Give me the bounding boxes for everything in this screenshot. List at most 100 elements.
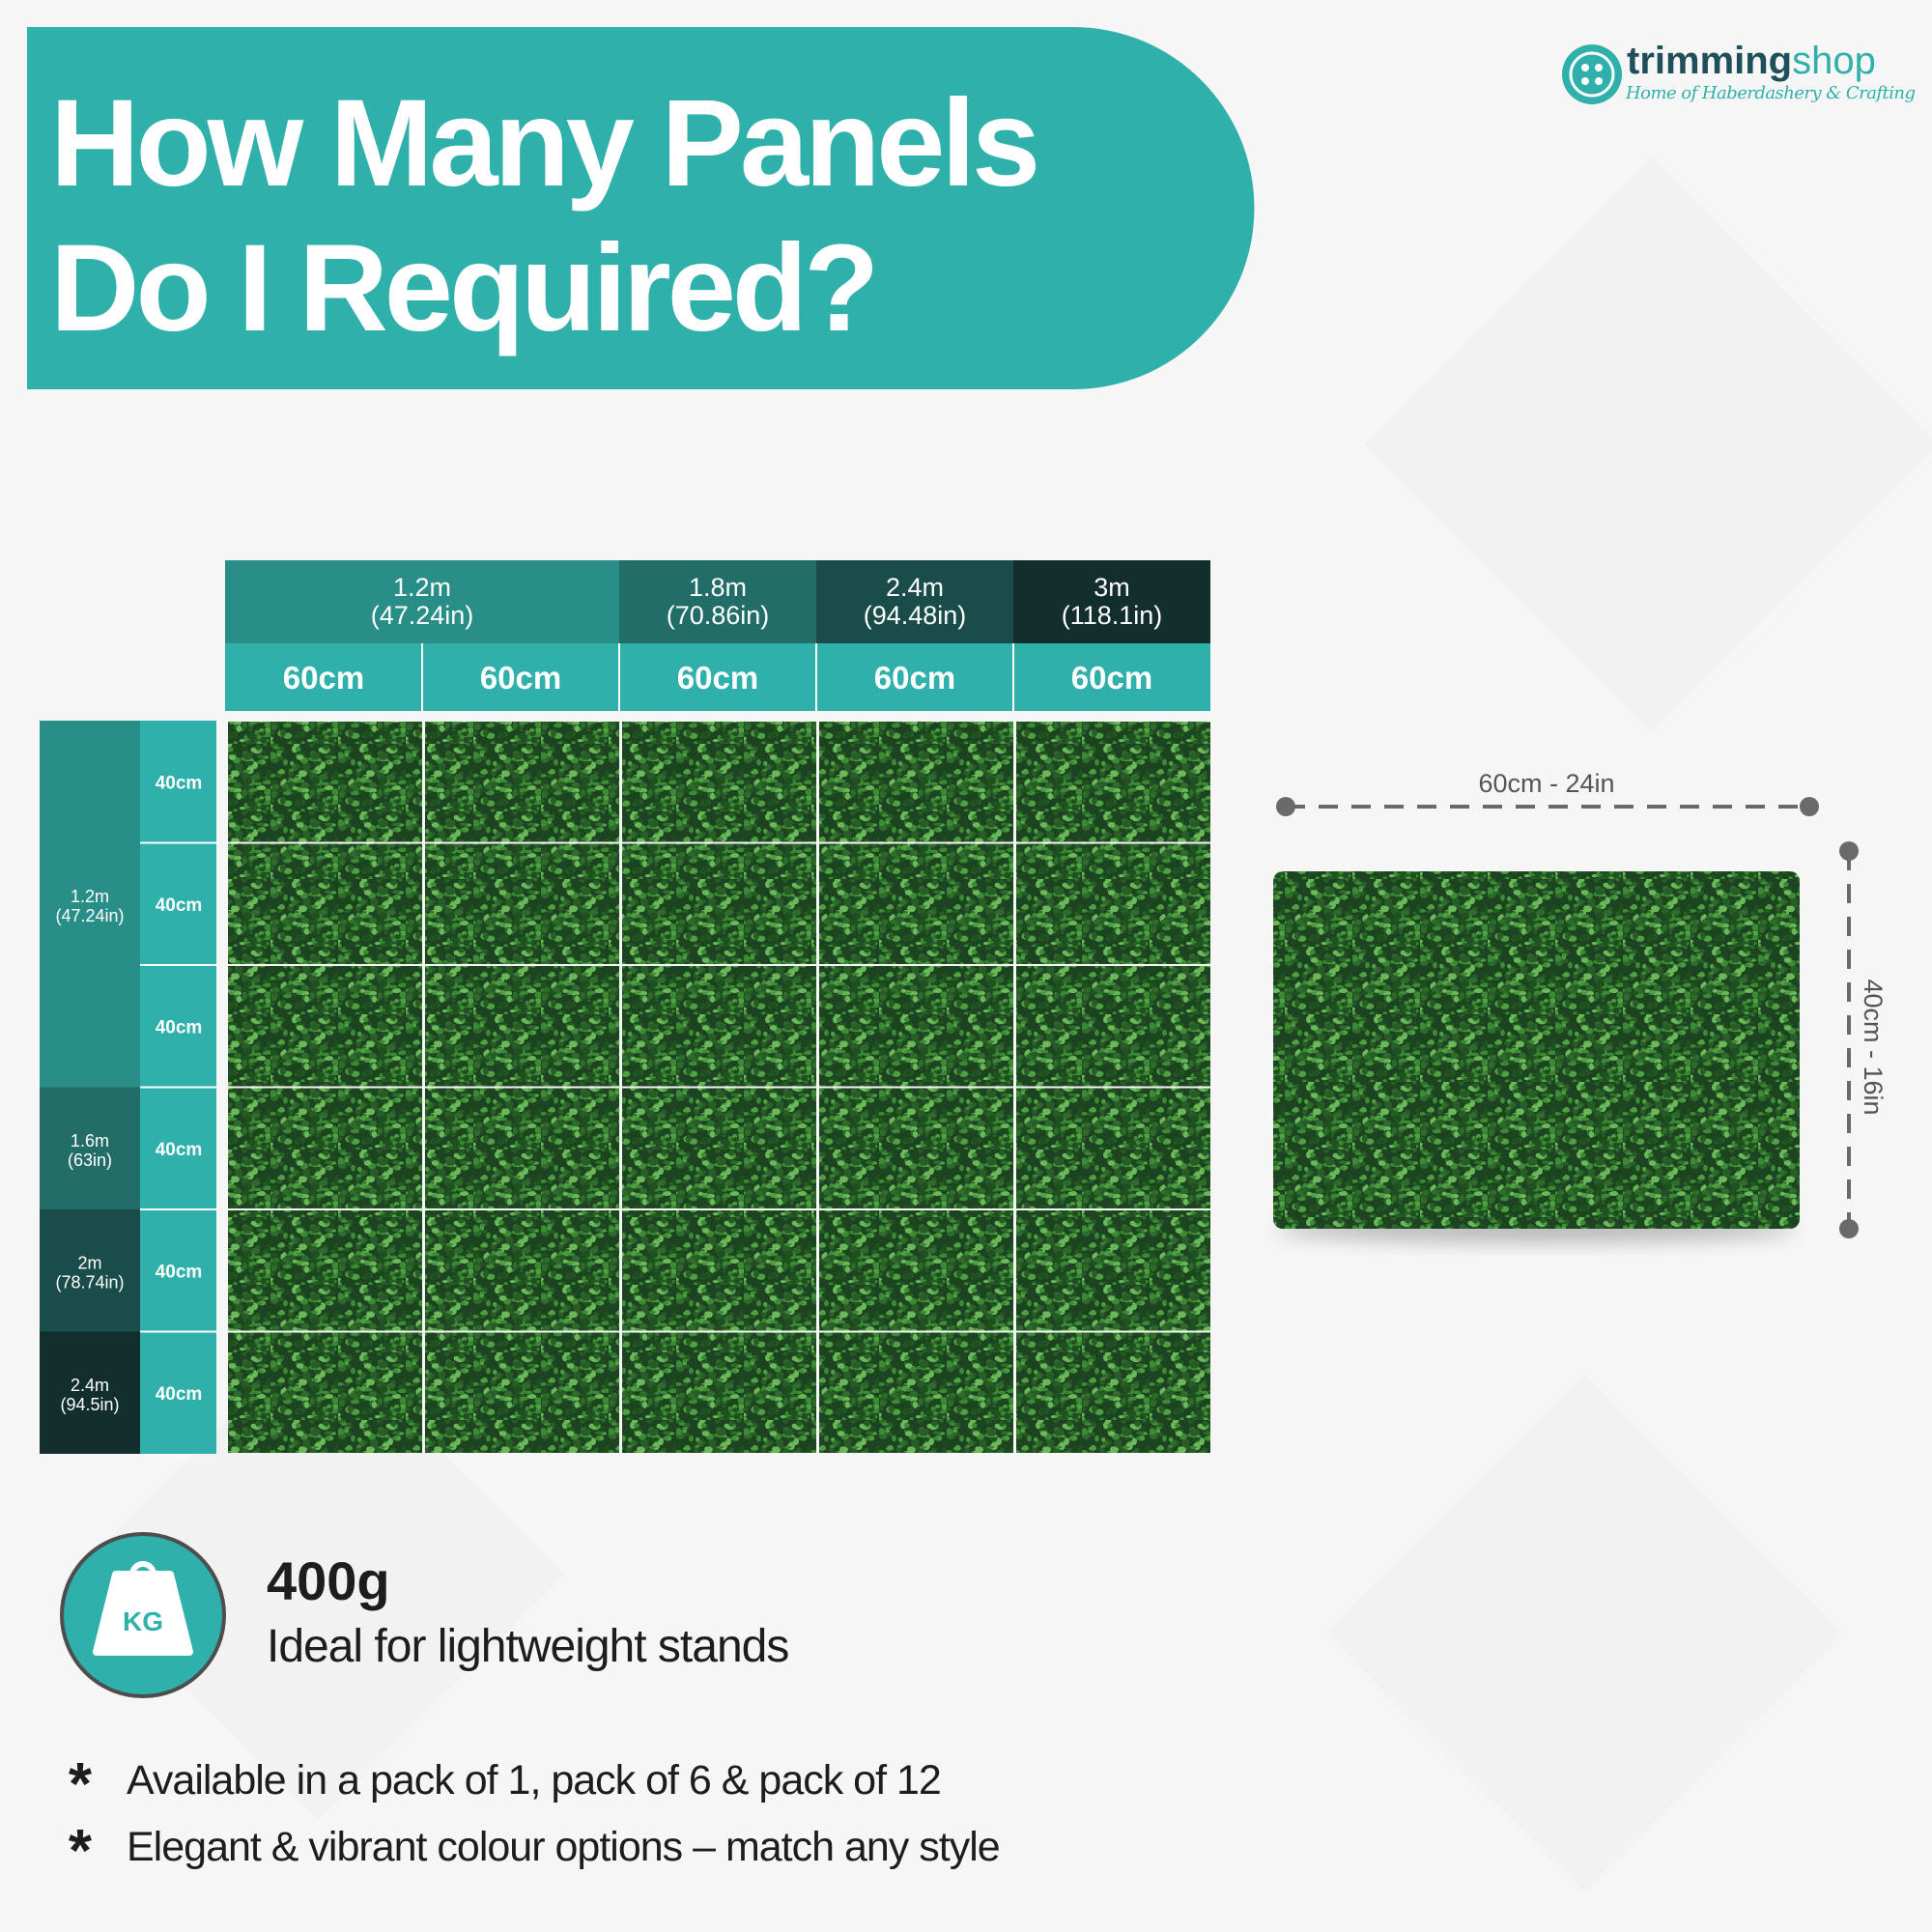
feature: Elegant & vibrant colour options – match… <box>127 1824 1000 1870</box>
grass-panel <box>425 722 619 842</box>
logo-hole <box>1595 64 1603 71</box>
column-width-header <box>619 643 816 711</box>
grass-panel <box>622 722 816 842</box>
column-width: 60cm <box>874 660 955 696</box>
grass-panel <box>819 722 1013 842</box>
grass-panel <box>1016 722 1210 842</box>
height-label: 40cm - 16in <box>1859 979 1888 1115</box>
grass-panel <box>425 966 619 1087</box>
grass-panel <box>228 966 422 1087</box>
dimension-end <box>1839 1219 1859 1238</box>
column-width: 60cm <box>283 660 364 696</box>
grass-panel <box>228 722 422 842</box>
title-line: How Many Panels <box>50 74 1037 213</box>
row-height-header <box>140 721 216 843</box>
panel-illustration: 60cm - 24in 40cm - 16in <box>1273 769 1888 1242</box>
grass-panel <box>1016 966 1210 1087</box>
row-group-imperial: (78.74in) <box>55 1272 124 1292</box>
logo-brand-light: shop <box>1792 40 1876 82</box>
grass-panel <box>425 1332 619 1453</box>
column-group-header <box>225 560 619 643</box>
row-height: 40cm <box>156 1384 203 1405</box>
grass-panel <box>425 843 619 964</box>
logo: trimmingshop Home of Haberdashery & Craf… <box>1562 40 1916 104</box>
weight-value: 400g <box>267 1550 390 1611</box>
grass-panel <box>819 843 1013 964</box>
logo-hole <box>1581 77 1589 85</box>
bullet-icon: * <box>69 1751 93 1818</box>
row-group-imperial: (63in) <box>68 1151 112 1170</box>
grass-panel <box>819 1332 1013 1453</box>
column-width: 60cm <box>1071 660 1152 696</box>
weight-icon-label: KG <box>123 1606 163 1636</box>
grass-panel <box>622 1210 816 1331</box>
column-group-header <box>816 560 1013 643</box>
row-group-header <box>40 1087 140 1209</box>
row-height-header <box>140 842 216 965</box>
row-height-header <box>140 965 216 1088</box>
grass-panel <box>228 1088 422 1208</box>
row-group-header <box>40 721 140 1088</box>
logo-tagline: Home of Haberdashery & Crafting <box>1625 83 1916 103</box>
grass-panel <box>622 1088 816 1208</box>
grass-panel <box>819 966 1013 1087</box>
column-group-header <box>619 560 816 643</box>
dimension-end <box>1839 841 1859 861</box>
column-group-size: 3m <box>1094 573 1130 602</box>
grass-panel <box>1016 1088 1210 1208</box>
weight-description: Ideal for lightweight stands <box>267 1621 788 1672</box>
column-group-imperial: (47.24in) <box>371 601 474 630</box>
column-width-header <box>422 643 619 711</box>
panel-photo <box>1273 871 1800 1229</box>
size-chart: 1.2m(47.24in)1.8m(70.86in)2.4m(94.48in)3… <box>40 560 1210 1454</box>
grass-panel <box>228 843 422 964</box>
column-width: 60cm <box>480 660 561 696</box>
logo-hole <box>1581 64 1589 71</box>
column-width-header <box>225 643 422 711</box>
column-group-size: 1.8m <box>689 573 747 602</box>
row-group-size: 2.4m <box>71 1376 109 1395</box>
logo-hole <box>1595 77 1603 85</box>
row-height-header <box>140 1331 216 1454</box>
column-width: 60cm <box>677 660 758 696</box>
column-group-header <box>1013 560 1210 643</box>
row-height: 40cm <box>156 895 203 916</box>
logo-brand-bold: trimming <box>1627 40 1792 82</box>
row-group-size: 2m <box>77 1253 101 1272</box>
row-height-header <box>140 1087 216 1209</box>
bullet-icon: * <box>69 1818 93 1885</box>
column-group-imperial: (118.1in) <box>1062 601 1163 630</box>
grass-panel <box>228 1332 422 1453</box>
row-group-size: 1.6m <box>71 1131 109 1151</box>
grass-panel <box>1016 1332 1210 1453</box>
row-group-header <box>40 1331 140 1454</box>
column-width-header <box>816 643 1013 711</box>
logo-button-rim <box>1569 51 1615 98</box>
grass-panel <box>819 1210 1013 1331</box>
row-height: 40cm <box>156 1017 203 1037</box>
grass-panel <box>425 1210 619 1331</box>
grass-panel <box>622 1332 816 1453</box>
row-height: 40cm <box>156 1262 203 1282</box>
row-group-header <box>40 1209 140 1332</box>
row-height: 40cm <box>156 773 203 793</box>
grass-panel <box>228 1210 422 1331</box>
column-group-imperial: (94.48in) <box>864 601 967 630</box>
title-line: Do I Required? <box>50 219 875 357</box>
dimension-end <box>1800 797 1819 816</box>
grass-panel <box>1016 843 1210 964</box>
column-group-size: 2.4m <box>886 573 944 602</box>
row-group-imperial: (47.24in) <box>55 906 124 925</box>
grass-panel <box>1016 1210 1210 1331</box>
row-group-size: 1.2m <box>71 887 109 906</box>
weight-icon-handle <box>129 1561 156 1576</box>
column-group-imperial: (70.86in) <box>667 601 770 630</box>
row-height: 40cm <box>156 1140 203 1160</box>
grass-panel <box>425 1088 619 1208</box>
width-label: 60cm - 24in <box>1478 769 1614 798</box>
logo-brand: trimmingshop <box>1627 40 1876 82</box>
row-height-header <box>140 1209 216 1332</box>
header-banner <box>27 27 1255 389</box>
column-width-header <box>1013 643 1210 711</box>
